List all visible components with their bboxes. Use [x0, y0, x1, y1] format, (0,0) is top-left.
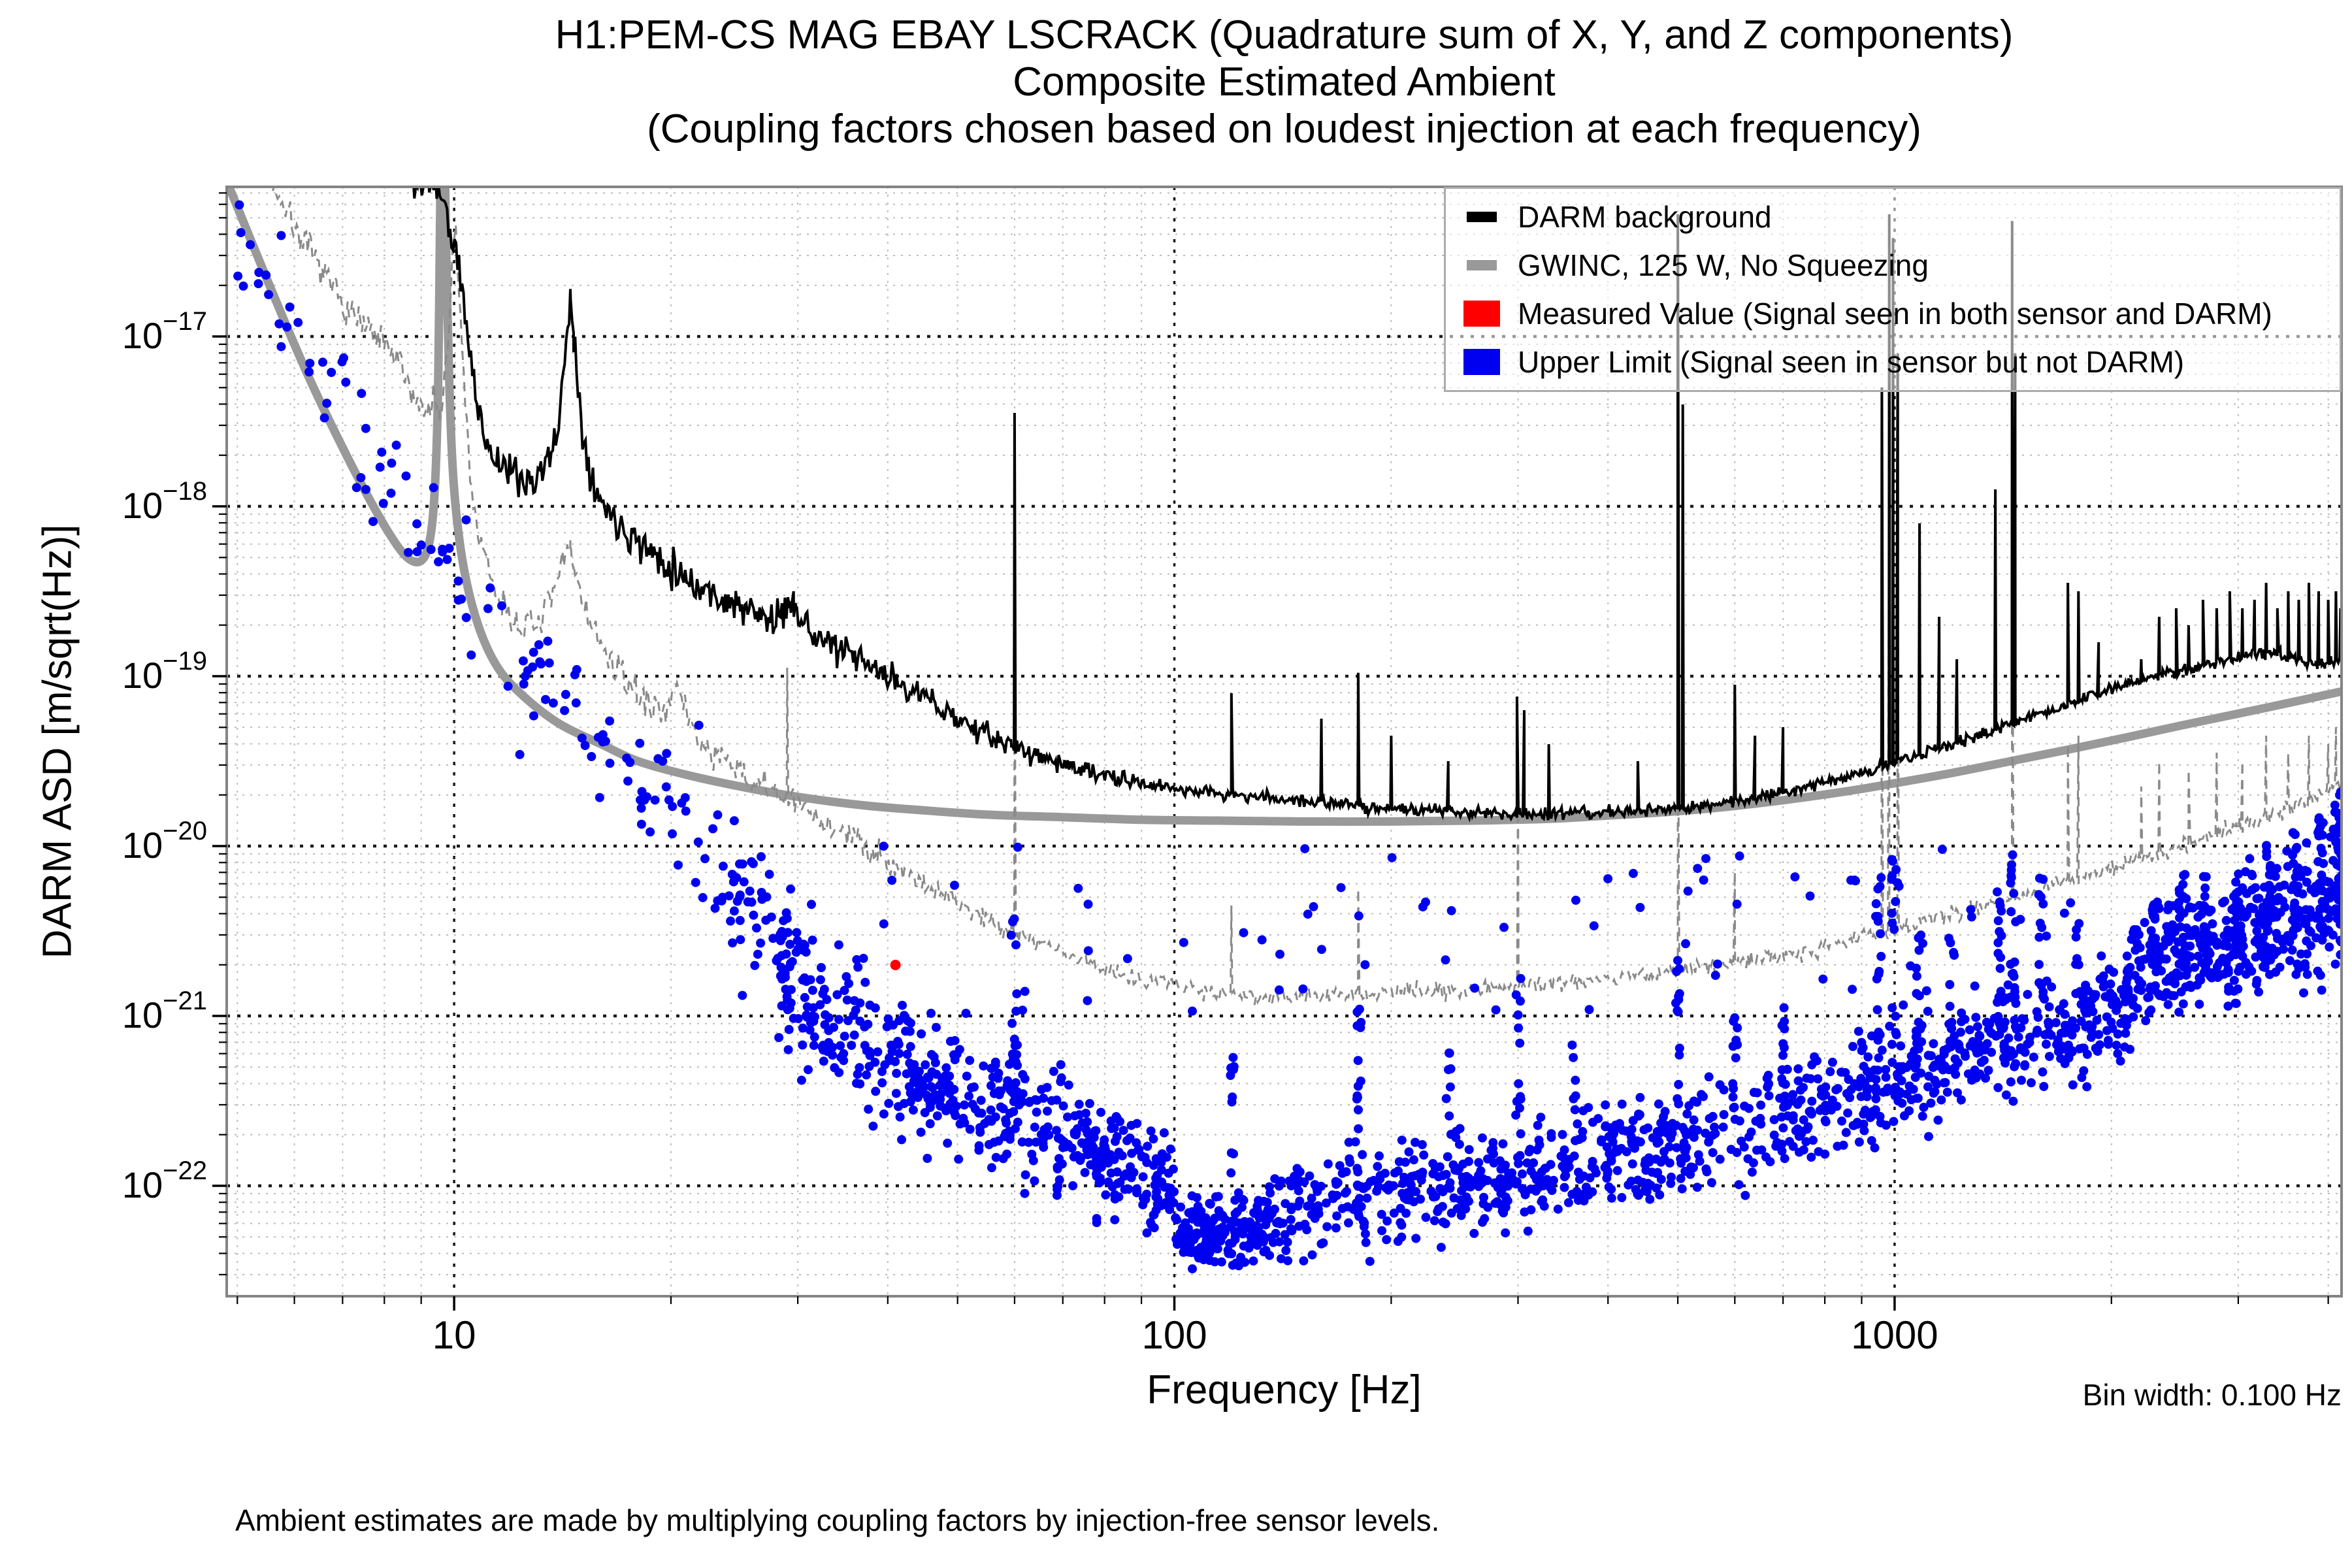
y-tick-label: 10−21: [122, 987, 207, 1036]
chart-title-block: H1:PEM-CS MAG EBAY LSCRACK (Quadrature s…: [227, 12, 2342, 153]
legend-item-darm-background: DARM background: [1446, 193, 2340, 240]
y-tick-label: 10−20: [122, 817, 207, 866]
y-tick-label: 10−22: [122, 1156, 207, 1205]
legend-label-gwinc: GWINC, 125 W, No Squeezing: [1518, 248, 1929, 282]
chart-title-line-2: Composite Estimated Ambient: [1013, 59, 1556, 105]
legend-item-measured-value: Measured Value (Signal seen in both sens…: [1446, 290, 2340, 337]
reference_dashed-curve: [272, 187, 2342, 1005]
legend-swatch-box: [1446, 301, 1518, 327]
series: [227, 187, 2342, 1274]
x-tick-labels: 10 100 1000: [433, 1313, 1938, 1357]
y-tick-label: 10−17: [122, 307, 207, 356]
legend: DARM background GWINC, 125 W, No Squeezi…: [1444, 187, 2342, 392]
gwinc-line-swatch-icon: [1467, 260, 1497, 270]
y-tick-label: 10−18: [122, 477, 207, 526]
y-tick-labels: 10−17 10−18 10−19 10−20 10−21 10−22: [122, 307, 207, 1205]
legend-swatch-box: [1446, 349, 1518, 375]
bin-width-note: Bin width: 0.100 Hz: [2082, 1378, 2342, 1412]
y-axis-label: DARM ASD [m/sqrt(Hz)]: [35, 524, 80, 959]
legend-label-measured-value: Measured Value (Signal seen in both sens…: [1518, 297, 2272, 331]
chart-title-line-1: H1:PEM-CS MAG EBAY LSCRACK (Quadrature s…: [555, 12, 2014, 57]
legend-item-gwinc: GWINC, 125 W, No Squeezing: [1446, 242, 2340, 289]
y-tick-label: 10−19: [122, 647, 207, 696]
darm_background-curve: [412, 187, 2342, 823]
upper_limit-points: [233, 200, 2342, 1274]
legend-label-darm-background: DARM background: [1518, 200, 1772, 234]
measured-points: [890, 960, 901, 970]
upper-limit-marker-icon: [1463, 349, 1500, 375]
legend-label-upper-limit: Upper Limit (Signal seen in sensor but n…: [1518, 345, 2185, 379]
legend-swatch-box: [1446, 260, 1518, 270]
chart-title-line-3: (Coupling factors chosen based on loudes…: [647, 106, 1921, 152]
gwinc-curve: [227, 187, 2342, 826]
legend-item-upper-limit: Upper Limit (Signal seen in sensor but n…: [1446, 338, 2340, 385]
legend-swatch-box: [1446, 212, 1518, 222]
plot-frame: [225, 186, 2343, 1298]
x-tick-label: 100: [1141, 1313, 1207, 1357]
axis-ticks: [212, 192, 2329, 1311]
footnote: Ambient estimates are made by multiplyin…: [235, 1503, 1440, 1537]
x-axis-label: Frequency [Hz]: [1147, 1367, 1422, 1413]
measured-value-marker-icon: [1463, 301, 1500, 327]
x-tick-label: 1000: [1851, 1313, 1938, 1357]
x-tick-label: 10: [433, 1313, 476, 1357]
darm-line-swatch-icon: [1467, 212, 1497, 222]
